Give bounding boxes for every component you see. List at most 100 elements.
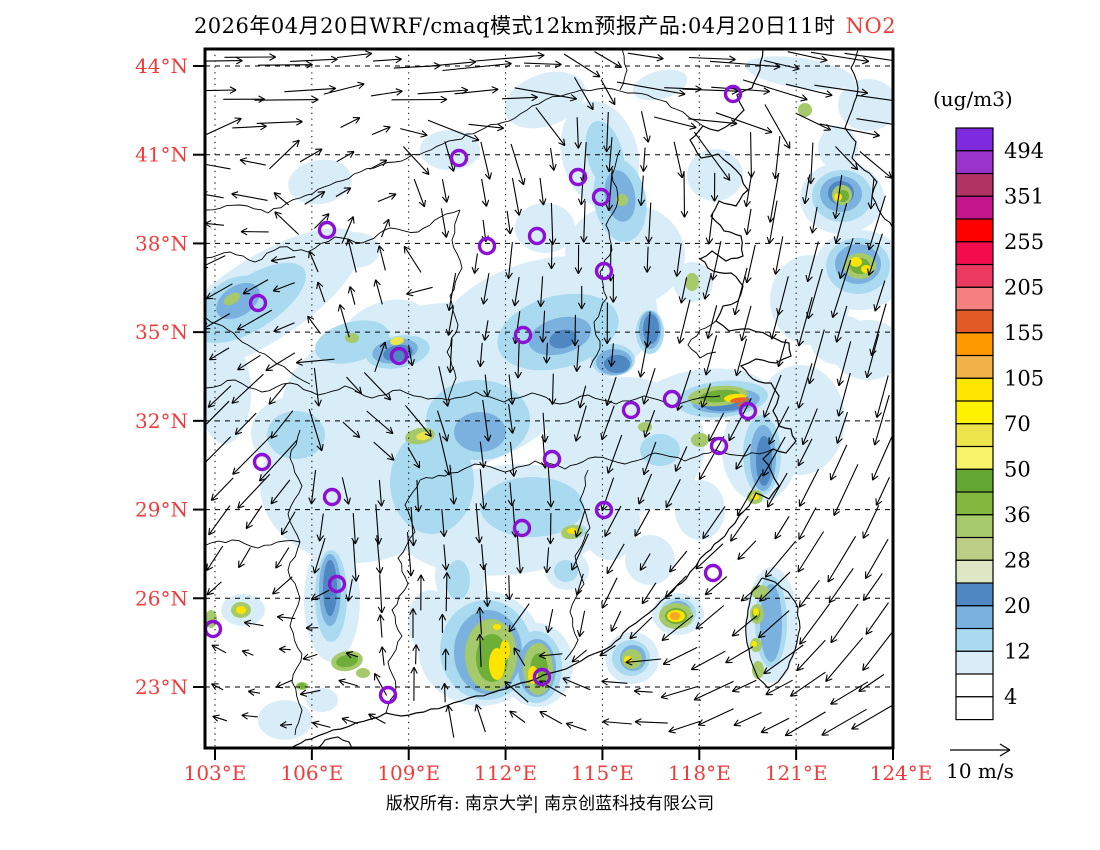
- axis-labels-layer: 44°N 103°E 41°N 106°E 38°N 109°E 35°N 112°E 32°N…: [135, 54, 932, 785]
- wind-arrow: [669, 550, 688, 573]
- lat-tick-label: 38°N: [135, 231, 188, 255]
- wind-arrow: [363, 372, 392, 401]
- wind-arrow: [665, 478, 681, 508]
- wind-arrow: [407, 447, 421, 469]
- colorbar-segment: [955, 172, 994, 197]
- wind-arrow: [605, 168, 614, 212]
- wind-arrow: [439, 508, 448, 537]
- wind-arrow: [641, 368, 656, 405]
- colorbar-unit: (ug/m3): [933, 87, 1013, 111]
- wind-arrow: [739, 305, 752, 342]
- city-marker: [542, 449, 562, 469]
- wind-arrow: [643, 246, 652, 273]
- wind-arrow: [370, 88, 403, 97]
- wind-arrow: [312, 720, 331, 728]
- wind-arrow: [821, 708, 867, 736]
- wind-arrow: [607, 343, 616, 367]
- wind-arrow: [637, 473, 653, 505]
- wind-arrow: [664, 575, 687, 598]
- wind-arrow: [375, 535, 384, 574]
- wind-arrow: [413, 178, 426, 208]
- concentration-patch: [752, 661, 764, 679]
- wind-scale-arrowhead: [999, 749, 1011, 757]
- colorbar-level-label: 50: [1004, 457, 1031, 481]
- colorbar-segment: [955, 627, 994, 652]
- wind-arrow: [603, 302, 611, 345]
- wind-arrow: [276, 613, 296, 622]
- wind-arrow: [830, 260, 852, 318]
- concentration-patch: [640, 434, 680, 466]
- wind-arrow: [546, 467, 555, 508]
- wind-arrow: [743, 173, 753, 208]
- city-marker: [532, 667, 552, 687]
- wind-arrow: [391, 95, 448, 104]
- wind-arrow: [693, 680, 734, 701]
- wind-arrow: [693, 131, 731, 181]
- concentration-patch: [236, 606, 246, 614]
- wind-arrow: [565, 721, 587, 731]
- wind-arrow: [338, 678, 358, 687]
- wind-arrow: [374, 341, 387, 372]
- wind-arrow: [767, 173, 780, 223]
- wind-arrow: [241, 712, 258, 720]
- province-border: [206, 209, 461, 263]
- wind-arrow: [302, 653, 318, 661]
- colorbar-level-label: 494: [1004, 139, 1044, 163]
- wind-arrow: [844, 52, 892, 61]
- wind-arrow: [247, 688, 260, 696]
- wind-arrow: [232, 435, 272, 475]
- concentration-patch: [446, 560, 470, 600]
- wind-arrow: [862, 631, 892, 671]
- wind-arrow: [449, 464, 458, 505]
- wind-arrow: [832, 174, 843, 220]
- wind-arrow: [862, 573, 883, 602]
- colorbar-segment: [955, 491, 994, 516]
- wind-arrow: [369, 159, 388, 170]
- wind-arrow: [231, 191, 268, 201]
- wind-arrow: [851, 704, 892, 730]
- wind-arrow: [577, 285, 586, 310]
- wind-arrow: [402, 146, 430, 176]
- wind-arrow: [445, 705, 455, 738]
- wind-arrow: [206, 163, 231, 170]
- lon-tick-label: 106°E: [280, 761, 343, 785]
- wind-arrow: [335, 187, 352, 197]
- wind-arrow: [574, 77, 594, 111]
- wind-arrow: [210, 477, 234, 502]
- wind-arrow: [441, 178, 450, 203]
- wind-arrow: [668, 720, 701, 734]
- wind-arrow: [549, 147, 557, 171]
- province-border: [206, 87, 704, 214]
- wind-arrow: [733, 712, 762, 727]
- wind-arrow: [763, 644, 804, 675]
- wind-arrow: [273, 192, 290, 206]
- wind-arrow: [732, 267, 748, 316]
- wind-arrow: [340, 117, 361, 128]
- wind-arrow: [480, 141, 493, 180]
- wind-arrow: [625, 658, 662, 666]
- wind-arrow: [211, 644, 227, 654]
- city-marker: [389, 346, 409, 366]
- wind-arrow: [243, 619, 264, 628]
- wind-arrow: [653, 116, 697, 130]
- wind-arrow: [574, 509, 586, 538]
- wind-arrow: [206, 255, 226, 269]
- wind-arrow: [514, 339, 522, 379]
- wind-arrow: [479, 441, 487, 469]
- wind-arrow: [807, 142, 815, 185]
- wind-arrow: [814, 84, 869, 97]
- concentration-patch: [549, 329, 577, 349]
- wind-arrow: [481, 320, 490, 341]
- wind-arrow: [573, 405, 587, 442]
- wind-arrow: [446, 273, 457, 312]
- city-marker: [248, 293, 268, 313]
- wind-arrow: [373, 441, 395, 461]
- colorbar-level-label: 20: [1004, 594, 1031, 618]
- wind-arrow: [873, 280, 886, 312]
- concentration-patch: [390, 336, 404, 346]
- city-marker: [477, 236, 497, 256]
- wind-arrow: [606, 543, 625, 575]
- wind-arrow: [629, 616, 653, 640]
